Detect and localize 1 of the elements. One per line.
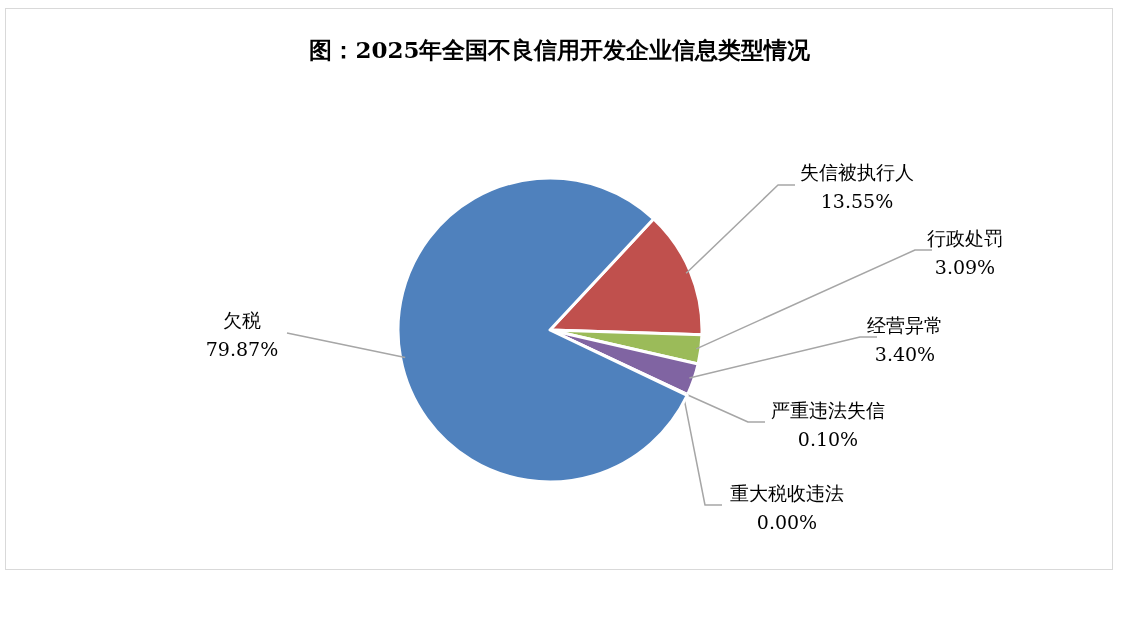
chart-title: 图：2025年全国不良信用开发企业信息类型情况 [309,36,812,63]
